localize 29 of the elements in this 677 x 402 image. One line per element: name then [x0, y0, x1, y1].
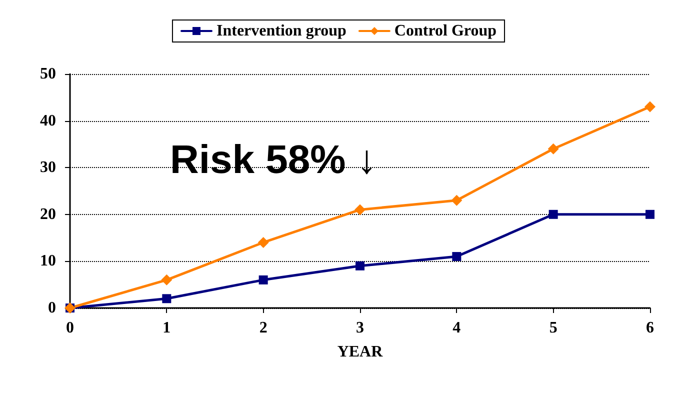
point: [161, 274, 172, 286]
point: [354, 204, 366, 216]
x-axis-title: YEAR: [337, 344, 384, 360]
y-tick-label: 30: [40, 159, 56, 176]
y-tick-label: 40: [40, 112, 56, 130]
y-tick-label: 50: [40, 66, 56, 82]
x-tick-label: 3: [356, 320, 364, 336]
point: [451, 194, 462, 206]
point: [452, 252, 462, 262]
y-tick-label: 20: [40, 206, 56, 223]
point: [548, 143, 559, 154]
x-tick-label: 5: [549, 320, 558, 336]
x-tick-label: 0: [66, 320, 74, 336]
point: [258, 275, 268, 284]
legend-label: Control Group: [394, 22, 497, 40]
x-tick-label: 6: [646, 320, 654, 336]
point: [258, 236, 269, 248]
legend-label: Intervention group: [216, 22, 347, 40]
point: [356, 261, 364, 270]
point: [644, 101, 656, 112]
x-tick-label: 4: [452, 320, 461, 336]
point: [162, 294, 172, 304]
point: [548, 210, 558, 219]
x-tick-label: 2: [259, 320, 268, 336]
y-tick-label: 10: [40, 252, 56, 270]
x-tick-label: 1: [162, 320, 171, 336]
y-tick-label: 0: [48, 300, 56, 316]
point: [646, 210, 654, 219]
annotation: Risk 58% ↓: [170, 138, 377, 182]
